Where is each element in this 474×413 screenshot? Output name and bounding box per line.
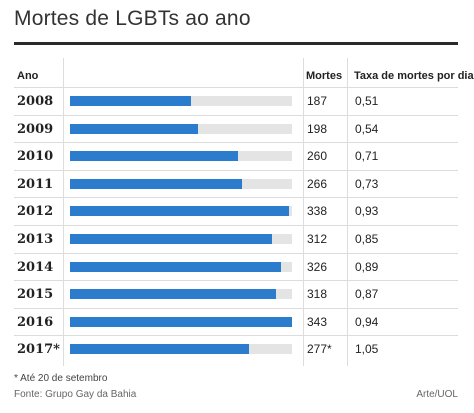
- deaths-value: 343: [307, 314, 328, 329]
- year-label: 2016: [17, 314, 54, 330]
- year-label: 2010: [17, 149, 54, 165]
- table-row: 2016 343 0,94: [14, 307, 458, 336]
- deaths-value: 326: [307, 259, 328, 274]
- chart-title: Mortes de LGBTs ao ano: [14, 7, 251, 30]
- year-label: 2012: [17, 204, 54, 220]
- table-row: 2010 260 0,71: [14, 142, 458, 170]
- rate-value: 0,89: [355, 259, 379, 274]
- deaths-bar: [70, 289, 276, 300]
- year-label: 2013: [17, 232, 54, 247]
- deaths-bar: [70, 261, 281, 272]
- bar-track: [70, 344, 292, 355]
- year-label: 2017*: [17, 342, 60, 358]
- table-row: 2012 338 0,93: [14, 197, 458, 225]
- rate-value: 0,93: [355, 204, 379, 219]
- year-label: 2015: [17, 287, 54, 303]
- year-label: 2011: [17, 176, 54, 192]
- bar-track: [70, 96, 292, 106]
- deaths-bar: [70, 234, 272, 244]
- bar-track: [70, 123, 292, 134]
- table-row: 2017* 277* 1,05: [14, 335, 458, 363]
- footnote: * Até 20 de setembro: [14, 373, 108, 384]
- deaths-value: 338: [307, 204, 328, 219]
- deaths-value: 198: [307, 121, 328, 136]
- column-divider: [347, 58, 348, 366]
- rate-value: 1,05: [355, 342, 379, 357]
- rate-value: 0,54: [355, 121, 379, 136]
- header-rate: Taxa de mortes por dia: [354, 70, 474, 82]
- rate-value: 0,51: [355, 94, 379, 108]
- deaths-bar: [70, 151, 239, 162]
- deaths-bar: [70, 123, 199, 134]
- rate-value: 0,94: [355, 314, 379, 329]
- credit: Arte/UOL: [416, 389, 458, 400]
- deaths-value: 312: [307, 232, 328, 246]
- bar-track: [70, 316, 292, 327]
- table-row: 2008 187 0,51: [14, 87, 458, 115]
- deaths-value: 260: [307, 149, 328, 164]
- table-row: 2015 318 0,87: [14, 280, 458, 308]
- deaths-value: 266: [307, 176, 328, 191]
- bar-track: [70, 234, 292, 244]
- table-row: 2013 312 0,85: [14, 225, 458, 253]
- source-note: Fonte: Grupo Gay da Bahia: [14, 389, 137, 400]
- deaths-bar: [70, 344, 250, 355]
- deaths-bar: [70, 96, 192, 106]
- deaths-bar: [70, 178, 243, 189]
- bar-track: [70, 289, 292, 300]
- rate-value: 0,71: [355, 149, 379, 164]
- title-rule: [14, 42, 458, 45]
- bar-track: [70, 151, 292, 162]
- deaths-bar: [70, 316, 292, 327]
- table-row: 2011 266 0,73: [14, 169, 458, 198]
- rate-value: 0,87: [355, 287, 379, 302]
- table-row: 2009 198 0,54: [14, 114, 458, 143]
- deaths-bar: [70, 206, 289, 217]
- header-deaths: Mortes: [306, 70, 343, 82]
- table-row: 2014 326 0,89: [14, 252, 458, 281]
- deaths-value: 318: [307, 287, 328, 302]
- rate-value: 0,73: [355, 176, 379, 191]
- deaths-value: 187: [307, 94, 328, 108]
- year-label: 2014: [17, 259, 54, 275]
- bar-track: [70, 261, 292, 272]
- year-label: 2009: [17, 121, 54, 137]
- column-divider: [63, 58, 64, 366]
- year-label: 2008: [17, 94, 54, 109]
- column-divider: [303, 58, 304, 366]
- deaths-value: 277*: [307, 342, 332, 357]
- rate-value: 0,85: [355, 232, 379, 246]
- header-year: Ano: [17, 70, 39, 82]
- bar-track: [70, 178, 292, 189]
- bar-track: [70, 206, 292, 217]
